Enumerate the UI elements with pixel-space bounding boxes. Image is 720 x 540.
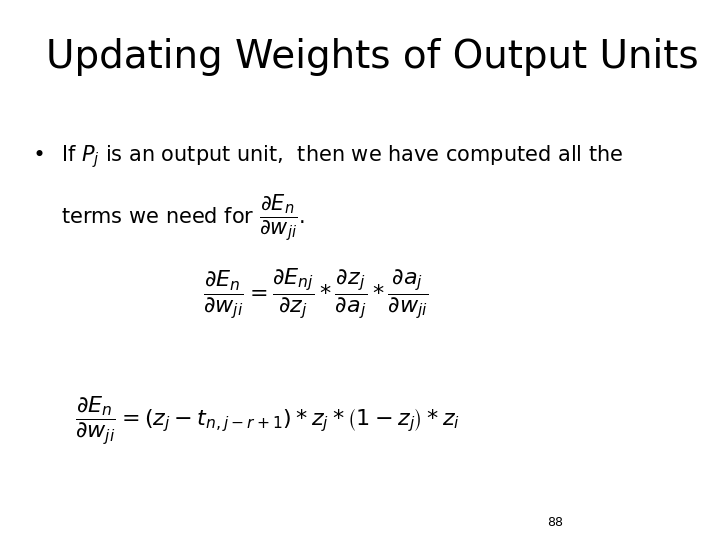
Text: $\bullet$: $\bullet$ [32, 143, 43, 163]
Text: terms we need for $\dfrac{\partial E_n}{\partial w_{ji}}$.: terms we need for $\dfrac{\partial E_n}{… [61, 192, 305, 242]
Text: $\dfrac{\partial E_n}{\partial w_{ji}} = \dfrac{\partial E_{nj}}{\partial z_j} *: $\dfrac{\partial E_n}{\partial w_{ji}} =… [203, 267, 429, 322]
Text: 88: 88 [547, 516, 563, 529]
Text: Updating Weights of Output Units: Updating Weights of Output Units [47, 38, 699, 76]
Text: $\dfrac{\partial E_n}{\partial w_{ji}} = \left(z_j - t_{n,j-r+1}\right) * z_j * : $\dfrac{\partial E_n}{\partial w_{ji}} =… [76, 394, 461, 447]
Text: If $P_j$ is an output unit,  then we have computed all the: If $P_j$ is an output unit, then we have… [61, 143, 624, 170]
